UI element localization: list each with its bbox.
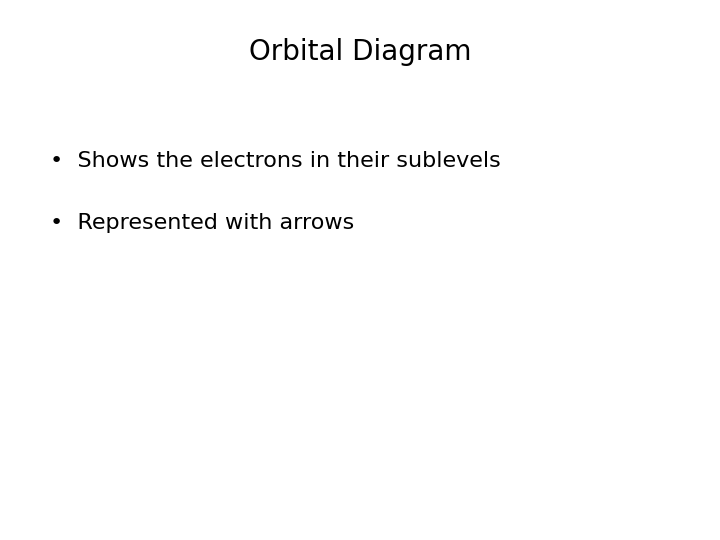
Text: •  Shows the electrons in their sublevels: • Shows the electrons in their sublevels bbox=[50, 151, 501, 171]
Text: •  Represented with arrows: • Represented with arrows bbox=[50, 213, 355, 233]
Text: Orbital Diagram: Orbital Diagram bbox=[248, 38, 472, 66]
